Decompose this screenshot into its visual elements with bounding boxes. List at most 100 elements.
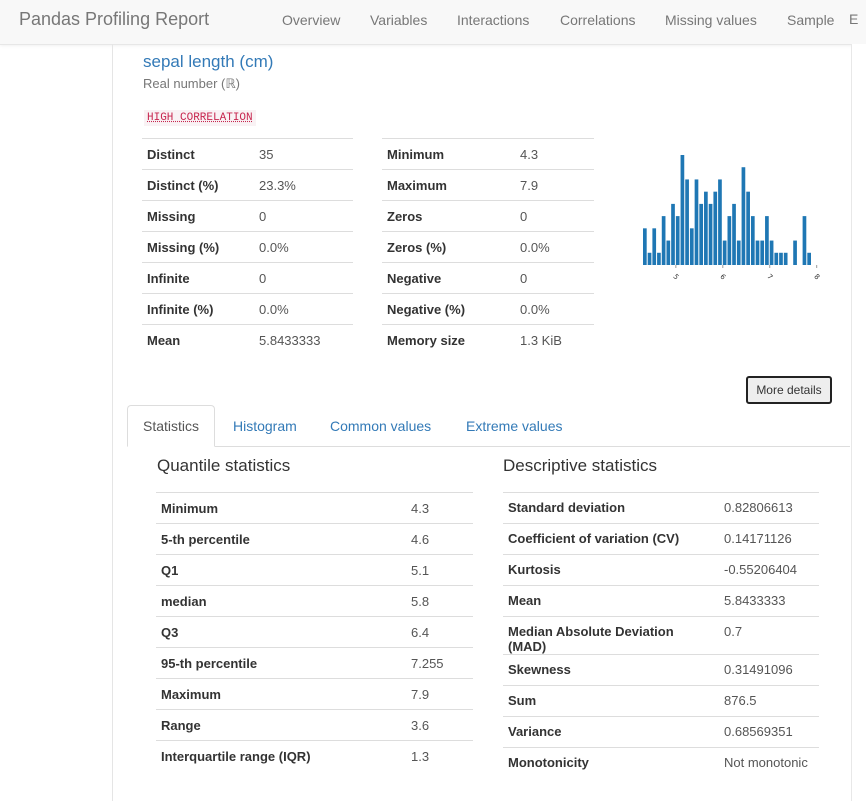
- table-row: Negative (%) 0.0%: [382, 293, 594, 325]
- stat-value: 0: [515, 262, 594, 294]
- histogram-bar: [708, 203, 713, 265]
- histogram-bar: [769, 240, 774, 265]
- tabs-divider: [127, 446, 850, 447]
- table-row: Kurtosis -0.55206404: [503, 554, 819, 586]
- histogram-bar: [741, 167, 746, 265]
- histogram-bar: [694, 179, 699, 265]
- histogram-bar: [704, 191, 708, 265]
- table-row: Negative 0: [382, 262, 594, 294]
- table-row: Infinite (%) 0.0%: [142, 293, 353, 325]
- histogram-bar: [661, 216, 666, 265]
- stat-value: 6.4: [406, 616, 473, 648]
- table-row: Standard deviation 0.82806613: [503, 492, 819, 524]
- tab-extreme-values[interactable]: Extreme values: [466, 418, 563, 434]
- quantile-statistics-table: Minimum 4.3 5-th percentile 4.6 Q1 5.1 median 5…: [156, 492, 473, 771]
- histogram-bar: [779, 252, 783, 265]
- variable-name[interactable]: sepal length (cm): [143, 52, 274, 71]
- histogram-bar: [685, 179, 689, 265]
- histogram-bar: [671, 203, 675, 265]
- stat-value: 0.7: [719, 616, 819, 655]
- stat-label: Q3: [156, 616, 406, 648]
- tab-common-values[interactable]: Common values: [330, 418, 432, 434]
- stat-label: 5-th percentile: [156, 523, 406, 555]
- histogram-bar: [713, 191, 718, 265]
- histogram-bar: [755, 240, 760, 265]
- stat-label: Negative (%): [382, 293, 515, 325]
- stat-label: Infinite (%): [142, 293, 254, 325]
- stat-value: 0.68569351: [719, 716, 819, 748]
- stat-value: 0.82806613: [719, 492, 819, 524]
- mini-histogram-chart: 5 6 7 8: [643, 155, 821, 282]
- stat-value: 0.31491096: [719, 654, 819, 686]
- histogram-bar: [722, 240, 727, 265]
- nav-link-missing-values[interactable]: Missing values: [665, 12, 757, 28]
- histogram-bar: [657, 252, 661, 265]
- nav-link-overview[interactable]: Overview: [282, 12, 341, 28]
- stat-label: Monotonicity: [503, 747, 719, 778]
- stat-value: 876.5: [719, 685, 819, 717]
- nav-link-correlations[interactable]: Correlations: [560, 12, 636, 28]
- stat-label: Distinct (%): [142, 169, 254, 201]
- histogram-bar: [746, 191, 750, 265]
- stat-value: 1.3: [406, 740, 473, 771]
- stat-label: Missing: [142, 200, 254, 232]
- navbar: Pandas Profiling Report Overview Variabl…: [0, 0, 866, 45]
- stat-label: 95-th percentile: [156, 647, 406, 679]
- table-row: Maximum 7.9: [156, 678, 473, 710]
- stat-label: Infinite: [142, 262, 254, 294]
- stat-value: -0.55206404: [719, 554, 819, 586]
- histogram-bar: [699, 203, 704, 265]
- stat-label: Median Absolute Deviation (MAD): [503, 616, 719, 655]
- tab-statistics[interactable]: Statistics: [127, 405, 215, 447]
- summary-table-right: Minimum 4.3 Maximum 7.9 Zeros 0 Zeros (%) 0.0% N…: [382, 138, 594, 355]
- table-row: Median Absolute Deviation (MAD) 0.7: [503, 616, 819, 655]
- table-row: 95-th percentile 7.255: [156, 647, 473, 679]
- histogram-bar: [760, 240, 765, 265]
- variable-type: Real number (ℝ): [143, 76, 240, 91]
- table-row: Q3 6.4: [156, 616, 473, 648]
- table-row: Zeros (%) 0.0%: [382, 231, 594, 263]
- histogram-bar: [774, 252, 779, 265]
- x-tick-label: 8: [812, 273, 821, 282]
- stat-value: 4.6: [406, 523, 473, 555]
- table-row: Infinite 0: [142, 262, 353, 294]
- stat-label: Q1: [156, 554, 406, 586]
- high-correlation-badge[interactable]: HIGH CORRELATION: [144, 110, 256, 126]
- histogram-bar: [727, 216, 732, 265]
- histogram-bar: [736, 240, 741, 265]
- stat-label: Minimum: [382, 138, 515, 170]
- nav-link-interactions[interactable]: Interactions: [457, 12, 530, 28]
- stat-label: Mean: [503, 585, 719, 617]
- stat-value: 0: [515, 200, 594, 232]
- stat-value: 1.3 KiB: [515, 324, 594, 355]
- stat-label: Minimum: [156, 492, 406, 524]
- histogram-bar: [765, 216, 769, 265]
- x-tick-label: 7: [765, 273, 774, 282]
- histogram-bar: [689, 228, 694, 265]
- nav-link-sample[interactable]: Sample: [787, 12, 835, 28]
- nav-link-variables[interactable]: Variables: [370, 12, 428, 28]
- scrollbar-track[interactable]: [851, 44, 866, 801]
- tab-histogram[interactable]: Histogram: [233, 418, 297, 434]
- histogram-bar: [732, 203, 736, 265]
- histogram-bar: [802, 216, 807, 265]
- content-left-border: [112, 44, 113, 801]
- report-title[interactable]: Pandas Profiling Report: [19, 9, 210, 29]
- stat-label: Skewness: [503, 654, 719, 686]
- table-row: Minimum 4.3: [382, 138, 594, 170]
- stat-label: Kurtosis: [503, 554, 719, 586]
- stat-value: 35: [254, 138, 353, 170]
- nav-link-truncated[interactable]: E: [849, 11, 859, 27]
- histogram-bar: [647, 252, 652, 265]
- quantile-statistics-title: Quantile statistics: [157, 456, 291, 475]
- stat-label: Distinct: [142, 138, 254, 170]
- stat-label: Mean: [142, 324, 254, 355]
- x-tick-label: 6: [718, 273, 727, 282]
- stat-value: 3.6: [406, 709, 473, 741]
- stat-label: Maximum: [156, 678, 406, 710]
- table-row: Zeros 0: [382, 200, 594, 232]
- histogram-bar: [652, 228, 657, 265]
- stat-value: 0.0%: [254, 293, 353, 325]
- more-details-button[interactable]: More details: [746, 376, 832, 404]
- stat-value: 5.1: [406, 554, 473, 586]
